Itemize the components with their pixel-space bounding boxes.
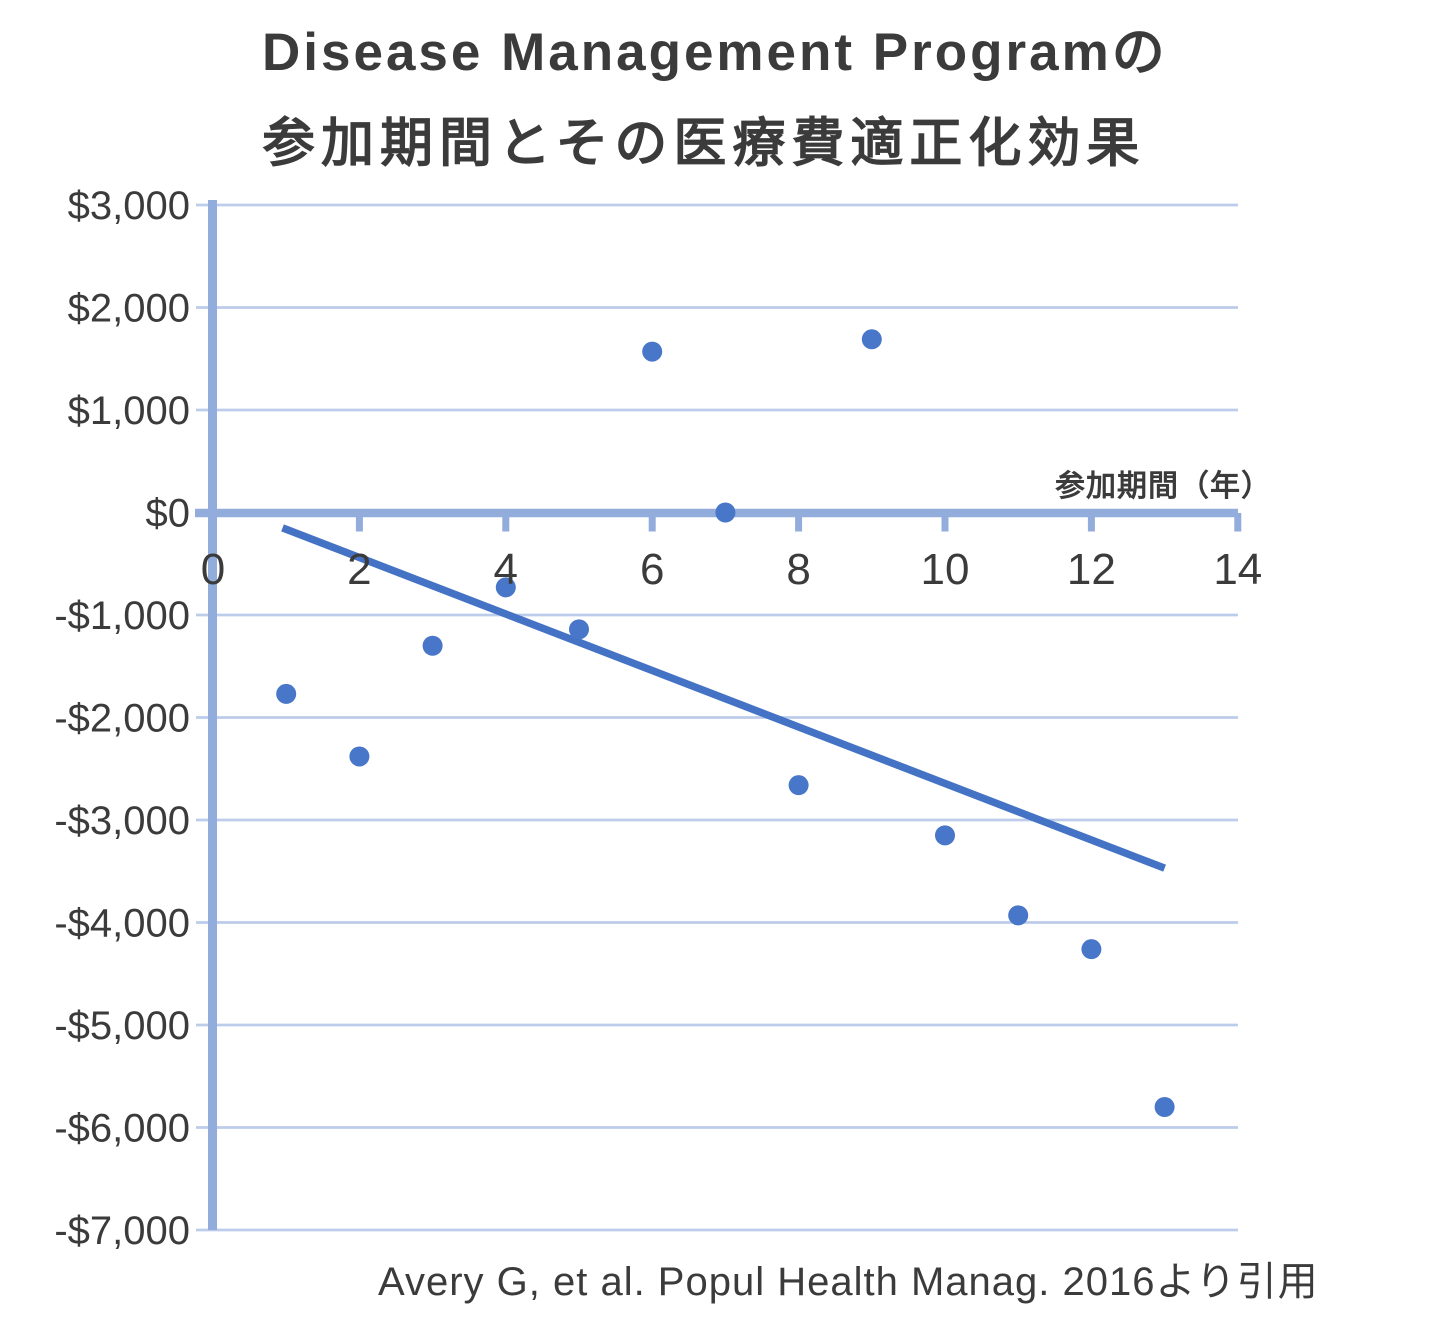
x-tick-label: 10 bbox=[921, 545, 970, 594]
y-tick-label: -$7,000 bbox=[54, 1209, 190, 1253]
data-point bbox=[422, 635, 443, 656]
data-point bbox=[349, 746, 370, 767]
y-tick-label: $3,000 bbox=[68, 184, 190, 228]
x-tick-label: 14 bbox=[1213, 545, 1262, 594]
data-point bbox=[788, 775, 809, 796]
x-tick-label: 6 bbox=[640, 545, 664, 594]
x-tick-label: 0 bbox=[201, 545, 225, 594]
y-tick-label: -$2,000 bbox=[54, 697, 190, 741]
data-point bbox=[1008, 905, 1029, 926]
citation: Avery G, et al. Popul Health Manag. 2016… bbox=[378, 1260, 1319, 1304]
y-tick-label: $1,000 bbox=[68, 389, 190, 433]
data-point bbox=[935, 825, 955, 846]
y-tick-label: -$6,000 bbox=[54, 1107, 190, 1151]
data-point bbox=[1154, 1097, 1175, 1117]
y-tick-label: $0 bbox=[146, 492, 191, 536]
chart-title-line-1: Disease Management Programの bbox=[262, 23, 1168, 82]
x-tick-label: 4 bbox=[494, 545, 518, 594]
data-point bbox=[642, 341, 663, 362]
y-tick-label: -$4,000 bbox=[54, 902, 190, 946]
x-tick-label: 8 bbox=[786, 545, 810, 594]
x-tick-label: 12 bbox=[1067, 545, 1116, 594]
data-point bbox=[861, 329, 882, 350]
y-tick-label: -$1,000 bbox=[54, 594, 190, 638]
data-point bbox=[569, 619, 589, 640]
chart-title-line-2: 参加期間とその医療費適正化効果 bbox=[262, 114, 1146, 173]
data-point bbox=[276, 683, 297, 704]
y-tick-label: $2,000 bbox=[68, 287, 190, 331]
x-tick-label: 2 bbox=[347, 545, 371, 594]
data-point bbox=[495, 577, 516, 598]
y-tick-label: -$3,000 bbox=[54, 799, 190, 843]
data-point bbox=[1081, 939, 1102, 960]
x-axis-title: 参加期間（年） bbox=[1055, 470, 1272, 503]
trend-line bbox=[281, 524, 1166, 872]
data-point bbox=[715, 502, 736, 523]
y-tick-label: -$5,000 bbox=[54, 1004, 190, 1048]
